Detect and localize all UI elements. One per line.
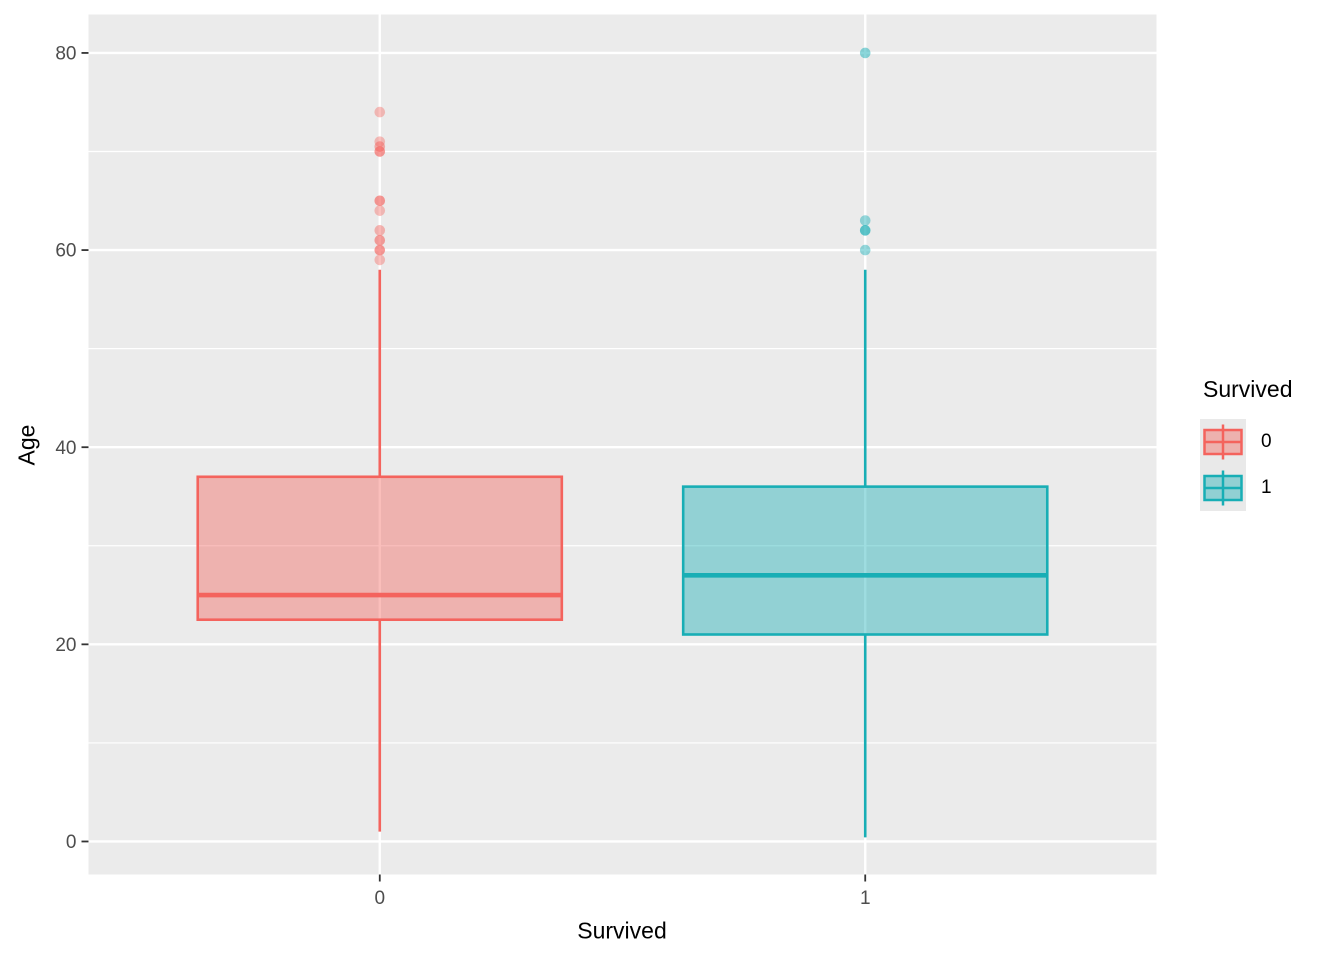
legend-title: Survived bbox=[1203, 376, 1293, 402]
outlier-point-0 bbox=[374, 146, 386, 157]
outlier-point-0 bbox=[374, 205, 386, 216]
boxplot-glyph-icon bbox=[1203, 470, 1243, 506]
x-tick-label: 1 bbox=[860, 888, 871, 909]
y-tick-label: 20 bbox=[55, 635, 76, 656]
boxplot-box-0 bbox=[196, 475, 564, 622]
outlier-point-1 bbox=[859, 244, 871, 256]
legend-label: 1 bbox=[1261, 477, 1272, 498]
x-axis-title: Survived bbox=[577, 917, 667, 944]
y-tick-label: 60 bbox=[55, 241, 76, 262]
plot-panel bbox=[88, 14, 1157, 875]
legend-key-boxplot-icon bbox=[1200, 419, 1246, 465]
outlier-point-1 bbox=[859, 47, 871, 59]
y-tick-label: 0 bbox=[66, 832, 77, 853]
x-tick-label: 0 bbox=[374, 888, 385, 909]
legend: Survived 0 1 bbox=[1200, 376, 1344, 511]
legend-key-boxplot-icon bbox=[1200, 465, 1246, 511]
y-axis-title: Age bbox=[13, 424, 40, 466]
boxplot-box-1 bbox=[681, 485, 1049, 636]
outlier-point-0 bbox=[374, 195, 386, 207]
boxplot-glyph-icon bbox=[1203, 424, 1243, 460]
outlier-point-0 bbox=[374, 225, 386, 236]
legend-entry-0: 0 bbox=[1200, 419, 1344, 465]
legend-entry-1: 1 bbox=[1200, 465, 1344, 511]
outlier-point-0 bbox=[374, 244, 386, 256]
outlier-point-1 bbox=[859, 215, 871, 226]
outlier-point-0 bbox=[374, 234, 386, 246]
legend-label: 0 bbox=[1261, 431, 1272, 452]
outlier-point-0 bbox=[374, 254, 386, 266]
outlier-point-0 bbox=[374, 106, 386, 118]
outlier-point-1 bbox=[859, 225, 871, 236]
y-tick-label: 40 bbox=[55, 438, 76, 459]
y-tick-label: 80 bbox=[55, 44, 76, 65]
